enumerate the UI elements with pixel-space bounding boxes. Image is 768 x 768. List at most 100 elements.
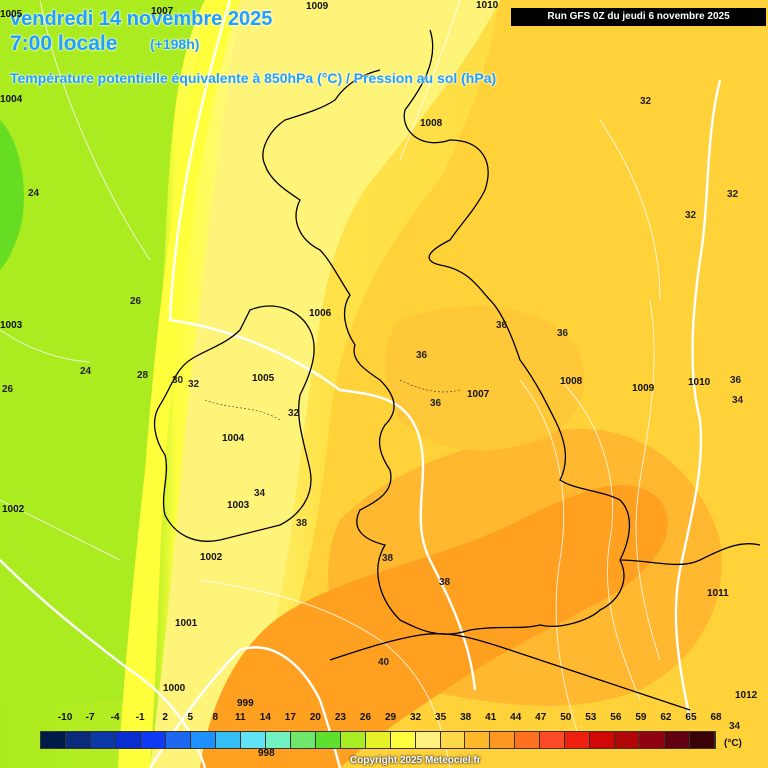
pressure-label: 1009: [306, 1, 329, 12]
field-deep-orange: [200, 485, 668, 768]
pressure-label: 1007: [467, 389, 490, 400]
temperature-label: 24: [28, 188, 40, 199]
pressure-label: 1002: [2, 504, 25, 515]
border-ireland: [204, 399, 281, 421]
legend-tick-label: 47: [535, 712, 547, 723]
legend-color-cell: [640, 732, 666, 748]
temperature-label: 34: [254, 488, 266, 499]
legend-unit: (°C): [724, 738, 742, 749]
legend-color-cell: [465, 732, 491, 748]
legend-color-cell: [340, 732, 366, 748]
pressure-label: 1010: [688, 377, 711, 388]
temperature-label: 32: [727, 189, 739, 200]
legend-color-cell: [240, 732, 266, 748]
legend-tick-label: -1: [135, 712, 145, 723]
legend-tick-label: 56: [610, 712, 622, 723]
legend-tick-label: -4: [110, 712, 120, 723]
coast-benelux: [619, 543, 761, 566]
legend-color-cell: [290, 732, 316, 748]
legend-tick-label: 8: [212, 712, 219, 723]
legend-color-cell: [65, 732, 91, 748]
isobar-minor: [559, 379, 641, 701]
legend-color-cell: [515, 732, 541, 748]
legend-color-cell: [440, 732, 466, 748]
forecast-date: vendredi 14 novembre 2025: [10, 8, 273, 30]
temperature-label: 38: [382, 553, 394, 564]
pressure-label: 1003: [0, 320, 23, 331]
legend-tick-label: -10: [57, 712, 73, 723]
temperature-label: 36: [430, 398, 442, 409]
legend-color-cell: [165, 732, 191, 748]
legend-tick-label: 5: [187, 712, 193, 723]
isobar-minor: [199, 579, 451, 768]
isobar-west: [0, 559, 207, 768]
pressure-label: 1006: [309, 308, 332, 319]
legend-tick-label: 23: [334, 712, 346, 723]
field-gold-patch: [385, 306, 585, 451]
pressure-label: 1002: [200, 552, 223, 563]
temperature-label: 32: [640, 96, 652, 107]
pressure-label: 1007: [151, 6, 174, 17]
legend-color-cell: [690, 732, 716, 748]
isobar-minor: [0, 499, 121, 561]
legend-color-cell: [665, 732, 691, 748]
isobar-minor: [39, 0, 151, 261]
isobar-1005: [168, 0, 477, 691]
field-yellow-band: [118, 0, 240, 768]
legend-tick-label: 53: [585, 712, 597, 723]
coast-wales: [262, 69, 401, 621]
field-dark-green: [0, 120, 24, 270]
forecast-time: 7:00 locale: [10, 32, 118, 55]
temperature-label: 32: [685, 210, 697, 221]
legend-tick-label: 68: [710, 712, 722, 723]
border-scotland: [399, 379, 461, 393]
legend-tick-label: 38: [460, 712, 472, 723]
legend-tick-label: 59: [635, 712, 647, 723]
forecast-offset: (+198h): [150, 36, 200, 52]
copyright: Copyright 2025 Meteociel.fr: [350, 755, 481, 766]
legend-tick-label: 65: [685, 712, 697, 723]
legend-tick-label: 35: [435, 712, 447, 723]
temperature-label: 36: [416, 350, 428, 361]
temperature-label: 26: [130, 296, 142, 307]
parameter-title: Température potentielle équivalente à 85…: [10, 70, 497, 86]
pressure-label: 1004: [0, 94, 23, 105]
temperature-label: 32: [288, 408, 300, 419]
legend-tick-label: 11: [234, 712, 246, 723]
temperature-label: 32: [188, 379, 200, 390]
coast-scotland: [399, 29, 631, 635]
field-pale-north: [150, 0, 500, 768]
legend-tick-label: 32: [409, 712, 422, 723]
isobar-minor: [635, 299, 661, 661]
legend-color-cell: [90, 732, 116, 748]
isobar-1000: [148, 646, 342, 768]
temperature-label: 40: [378, 657, 390, 668]
temperature-label: 36: [730, 375, 742, 386]
legend-color-cell: [41, 732, 66, 748]
temperature-label: 34: [729, 721, 741, 732]
isobar-1010: [674, 79, 722, 721]
legend-tick-label: 2: [162, 712, 168, 723]
isobars-major: [0, 0, 722, 768]
temperature-label: 28: [137, 370, 149, 381]
temperature-label: 36: [496, 320, 508, 331]
temperature-label: 30: [172, 375, 184, 386]
legend-tick-label: 62: [660, 712, 672, 723]
legend-color-cell: [540, 732, 566, 748]
legend-tick-label: 50: [560, 712, 572, 723]
legend-color-cell: [565, 732, 591, 748]
isobar-minor: [519, 379, 581, 741]
borders: [204, 379, 461, 421]
pressure-label: 1005: [0, 9, 23, 20]
legend-color-cell: [415, 732, 441, 748]
legend-color-cell: [115, 732, 141, 748]
legend-color-cell: [590, 732, 616, 748]
temperature-label: 38: [296, 518, 308, 529]
legend-color-cell: [390, 732, 416, 748]
legend-color-cell: [490, 732, 516, 748]
isobar-minor: [399, 0, 461, 161]
pressure-label: 1005: [252, 373, 275, 384]
pressure-label: 1012: [735, 690, 758, 701]
pressure-label: 1011: [707, 588, 729, 599]
